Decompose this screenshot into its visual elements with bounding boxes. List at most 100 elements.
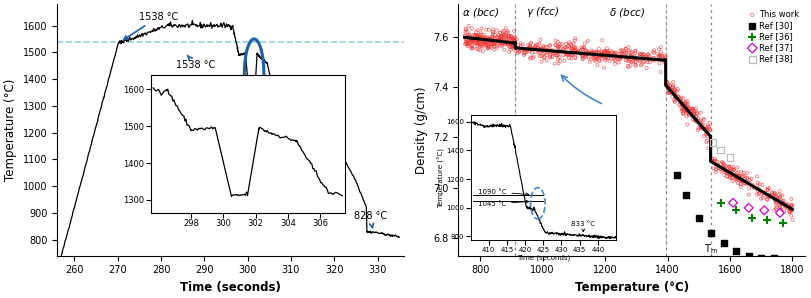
This work [650, 51, 663, 56]
This work [458, 42, 471, 46]
This work [543, 43, 556, 48]
This work [538, 51, 551, 56]
This work [586, 50, 599, 55]
This work [615, 51, 628, 56]
This work [510, 37, 523, 42]
This work [686, 107, 699, 111]
This work [633, 57, 646, 62]
This work [565, 52, 578, 57]
This work [727, 164, 740, 169]
This work [732, 181, 744, 185]
Text: T$_m$: T$_m$ [703, 242, 718, 256]
This work [702, 129, 715, 134]
This work [529, 50, 542, 55]
This work [727, 172, 740, 177]
This work [775, 202, 788, 207]
This work [765, 193, 778, 198]
This work [551, 44, 564, 49]
This work [636, 62, 649, 66]
This work [537, 52, 550, 56]
This work [561, 53, 574, 58]
This work [593, 58, 606, 63]
Text: 1319 °C: 1319 °C [286, 82, 343, 102]
This work [568, 47, 581, 52]
This work [590, 51, 603, 56]
This work [775, 193, 787, 198]
This work [491, 33, 504, 38]
This work [684, 107, 697, 111]
This work [756, 183, 769, 187]
This work [681, 102, 694, 106]
This work [692, 126, 705, 131]
This work [517, 42, 530, 47]
This work [663, 91, 676, 95]
This work [761, 197, 774, 202]
This work [731, 171, 744, 176]
This work [506, 43, 519, 48]
This work [600, 46, 613, 51]
This work [483, 27, 496, 32]
This work [556, 42, 569, 46]
This work [508, 39, 521, 44]
This work [487, 32, 500, 36]
This work [783, 209, 796, 214]
This work [661, 84, 674, 89]
This work [560, 52, 573, 57]
This work [646, 56, 659, 60]
This work [536, 48, 549, 53]
This work [662, 84, 675, 89]
This work [502, 34, 515, 38]
This work [668, 88, 681, 93]
This work [708, 156, 721, 161]
This work [506, 46, 519, 50]
This work [507, 37, 520, 41]
This work [773, 189, 786, 193]
This work [783, 210, 796, 215]
This work [667, 98, 680, 103]
This work [573, 48, 586, 53]
This work [557, 47, 570, 52]
This work [600, 51, 613, 55]
This work [608, 52, 621, 57]
This work [594, 52, 607, 56]
This work [542, 50, 555, 55]
Y-axis label: Density (g/cm): Density (g/cm) [414, 86, 427, 174]
This work [709, 158, 722, 163]
This work [785, 197, 798, 201]
This work [486, 46, 499, 50]
This work [540, 52, 553, 57]
This work [517, 46, 530, 51]
This work [462, 42, 475, 46]
This work [581, 38, 594, 43]
This work [730, 174, 743, 179]
This work [538, 56, 551, 60]
This work [720, 164, 733, 169]
This work [533, 46, 546, 51]
This work [612, 55, 625, 60]
This work [619, 55, 632, 60]
This work [746, 182, 759, 187]
This work [766, 191, 779, 196]
This work [676, 111, 689, 116]
This work [663, 89, 676, 94]
This work [774, 195, 787, 200]
This work [581, 50, 594, 55]
This work [599, 58, 611, 63]
This work [633, 52, 646, 56]
This work [524, 56, 537, 61]
Ref [38] [714, 148, 727, 152]
This work [470, 44, 483, 49]
This work [592, 46, 605, 51]
Text: $\gamma$ (fcc): $\gamma$ (fcc) [526, 5, 560, 19]
This work [483, 38, 496, 43]
This work [494, 42, 507, 47]
This work [721, 169, 734, 174]
This work [466, 39, 479, 44]
This work [474, 48, 487, 52]
This work [753, 182, 766, 187]
This work [624, 63, 637, 68]
This work [679, 99, 692, 104]
This work [473, 42, 486, 47]
This work [723, 169, 736, 173]
This work [530, 42, 543, 47]
